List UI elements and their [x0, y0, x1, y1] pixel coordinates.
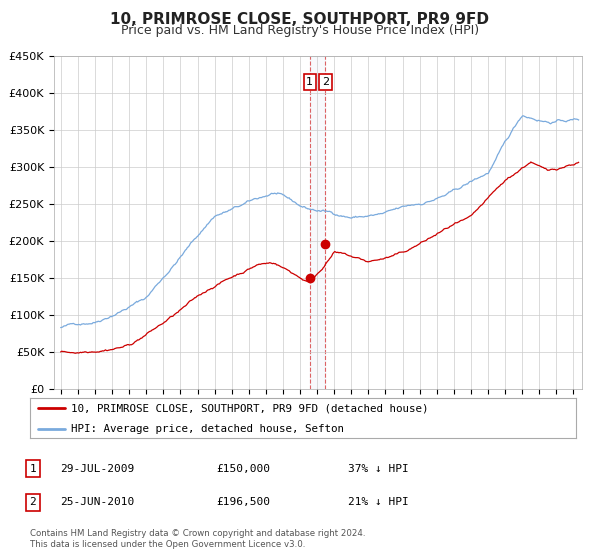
- Text: 1: 1: [29, 464, 37, 474]
- Text: 21% ↓ HPI: 21% ↓ HPI: [348, 497, 409, 507]
- Text: This data is licensed under the Open Government Licence v3.0.: This data is licensed under the Open Gov…: [30, 540, 305, 549]
- Text: £150,000: £150,000: [216, 464, 270, 474]
- Text: £196,500: £196,500: [216, 497, 270, 507]
- Bar: [310, 56, 325, 389]
- Text: HPI: Average price, detached house, Sefton: HPI: Average price, detached house, Seft…: [71, 424, 344, 434]
- Text: 2: 2: [29, 497, 37, 507]
- Text: 29-JUL-2009: 29-JUL-2009: [60, 464, 134, 474]
- Text: Price paid vs. HM Land Registry's House Price Index (HPI): Price paid vs. HM Land Registry's House …: [121, 24, 479, 36]
- Text: Contains HM Land Registry data © Crown copyright and database right 2024.: Contains HM Land Registry data © Crown c…: [30, 529, 365, 538]
- Text: 10, PRIMROSE CLOSE, SOUTHPORT, PR9 9FD (detached house): 10, PRIMROSE CLOSE, SOUTHPORT, PR9 9FD (…: [71, 404, 428, 413]
- Text: 10, PRIMROSE CLOSE, SOUTHPORT, PR9 9FD: 10, PRIMROSE CLOSE, SOUTHPORT, PR9 9FD: [110, 12, 490, 27]
- Text: 37% ↓ HPI: 37% ↓ HPI: [348, 464, 409, 474]
- Text: 1: 1: [306, 77, 313, 87]
- Text: 25-JUN-2010: 25-JUN-2010: [60, 497, 134, 507]
- Text: 2: 2: [322, 77, 329, 87]
